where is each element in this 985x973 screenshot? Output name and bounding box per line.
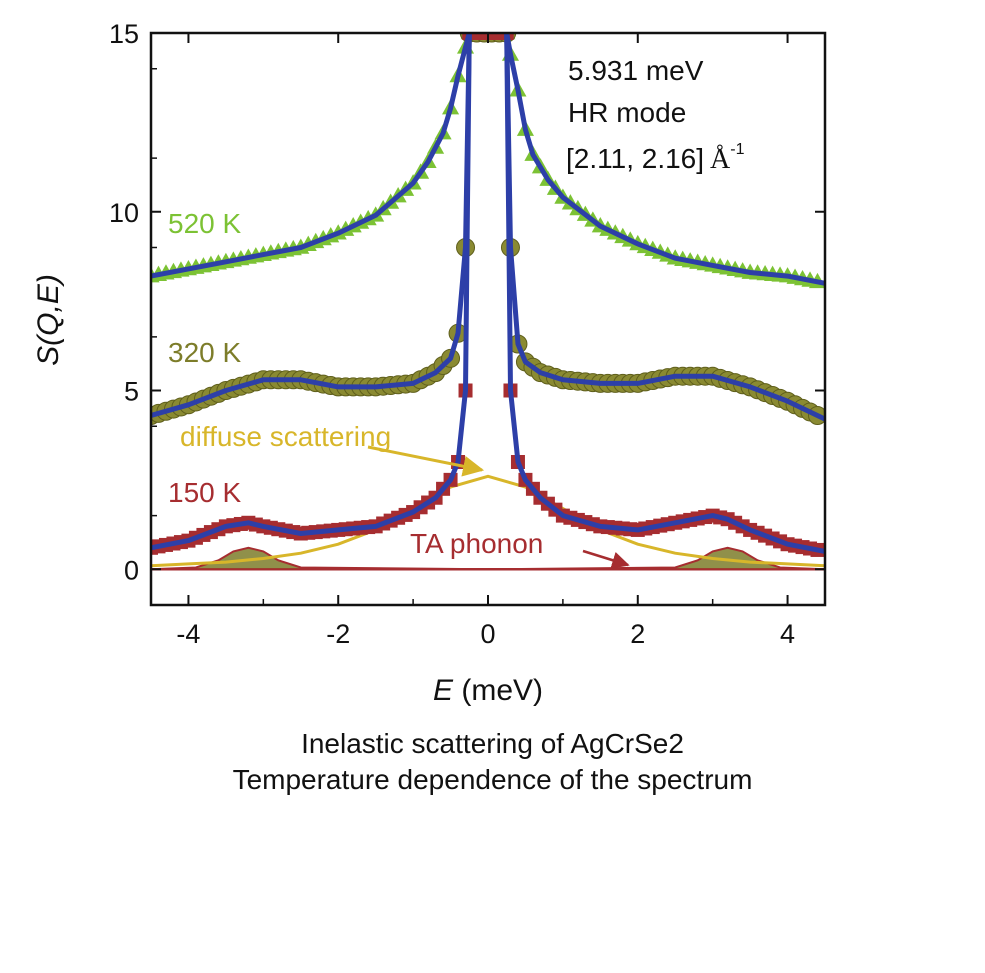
x-tick-label: -2 [326, 619, 350, 649]
data-point [484, 33, 499, 40]
series-label-150k: 150 K [168, 477, 241, 508]
series-2-fit-line [151, 33, 472, 551]
y-tick-label: 0 [124, 555, 139, 585]
ta-phonon-label: TA phonon [410, 528, 543, 559]
y-axis-title: S(Q,E) [32, 274, 65, 366]
y-tick-label: 5 [124, 377, 139, 407]
energy-annotation: 5.931 meV [568, 55, 704, 86]
x-tick-label: 0 [480, 619, 495, 649]
ta-phonon-arrow [582, 549, 630, 569]
series-label-520k: 520 K [168, 208, 241, 239]
x-tick-label: -4 [176, 619, 200, 649]
diffuse-scattering-arrow [367, 445, 485, 477]
data-point [477, 33, 492, 40]
q-range-annotation: [2.11, 2.16] Å-1 [566, 141, 745, 175]
figure-caption-line1: Inelastic scattering of AgCrSe2 [301, 728, 684, 759]
y-tick-label: 10 [109, 198, 139, 228]
x-tick-label: 2 [630, 619, 645, 649]
diffuse-scattering-curve [151, 474, 825, 568]
figure-caption-line2: Temperature dependence of the spectrum [232, 764, 753, 795]
series-2-fit-line [504, 33, 825, 554]
diffuse-scattering-label: diffuse scattering [180, 421, 391, 452]
mode-annotation: HR mode [568, 97, 686, 128]
series-1-markers [151, 33, 825, 426]
q-range-unit: Å [710, 144, 731, 175]
data-point [469, 33, 484, 40]
series-1-fit-line [151, 33, 472, 418]
x-axis-title: E (meV) [433, 674, 543, 707]
series-0-fit-line [504, 33, 825, 286]
axis-ticks: -4 -2 0 2 4 0 5 10 15 [109, 19, 825, 649]
x-tick-label: 4 [780, 619, 795, 649]
series-label-320k: 320 K [168, 337, 241, 368]
series-0-fit-line [151, 33, 472, 279]
x-axis-title-symbol: E [433, 674, 454, 707]
series-1-fit-line [504, 33, 825, 422]
plot-area [151, 33, 825, 571]
y-tick-label: 15 [109, 19, 139, 49]
data-point [492, 33, 507, 40]
q-range-value: [2.11, 2.16] [566, 143, 704, 174]
q-range-unit-exp: -1 [730, 141, 744, 158]
x-axis-title-unit: (meV) [453, 674, 543, 707]
